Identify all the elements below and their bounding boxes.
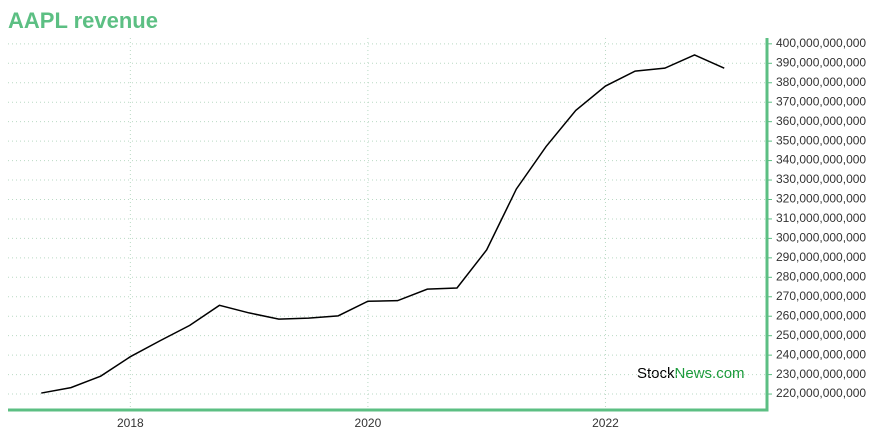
x-tick-label: 2018	[117, 416, 144, 430]
y-tick-label: 350,000,000,000	[776, 133, 866, 147]
y-tick-label: 230,000,000,000	[776, 367, 866, 381]
y-tick-label: 360,000,000,000	[776, 114, 866, 128]
y-tick-label: 400,000,000,000	[776, 36, 866, 50]
watermark-right: News.com	[675, 365, 745, 382]
y-tick-label: 310,000,000,000	[776, 211, 866, 225]
line-series	[41, 54, 725, 394]
y-tick-label: 260,000,000,000	[776, 308, 866, 322]
y-tick-label: 290,000,000,000	[776, 250, 866, 264]
y-tick-label: 330,000,000,000	[776, 172, 866, 186]
y-tick-label: 380,000,000,000	[776, 75, 866, 89]
chart-title: AAPL revenue	[8, 8, 158, 33]
y-tick-label: 340,000,000,000	[776, 153, 866, 167]
y-tick-label: 370,000,000,000	[776, 94, 866, 108]
y-tick-label: 240,000,000,000	[776, 347, 866, 361]
y-tick-label: 280,000,000,000	[776, 269, 866, 283]
y-tick-label: 250,000,000,000	[776, 328, 866, 342]
x-tick-label: 2022	[592, 416, 619, 430]
y-tick-label: 320,000,000,000	[776, 192, 866, 206]
x-tick-label: 2020	[355, 416, 382, 430]
watermark-left: Stock	[637, 365, 675, 382]
y-tick-label: 220,000,000,000	[776, 386, 866, 400]
y-tick-label: 300,000,000,000	[776, 231, 866, 245]
y-tick-label: 270,000,000,000	[776, 289, 866, 303]
watermark: StockNews.com	[637, 365, 745, 382]
y-tick-label: 390,000,000,000	[776, 55, 866, 69]
